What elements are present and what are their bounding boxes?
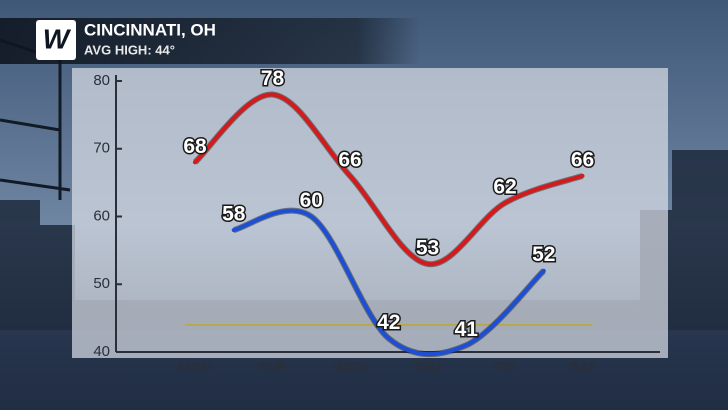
data-label: 78 [261, 67, 285, 90]
x-tick-label: WED [334, 359, 367, 375]
x-tick-label: TUE [259, 359, 287, 375]
data-label: 58 [222, 203, 246, 226]
data-label: 42 [377, 311, 400, 334]
data-label: 60 [300, 189, 323, 212]
y-tick-label: 70 [93, 140, 110, 157]
data-label: 66 [571, 148, 594, 171]
x-tick-label: SAT [569, 359, 596, 375]
y-tick-label: 60 [93, 207, 110, 224]
y-tick-label: 50 [93, 275, 110, 292]
line [193, 92, 585, 266]
data-label: 41 [455, 318, 479, 341]
logo: W [43, 23, 72, 54]
y-tick-label: 40 [93, 343, 110, 360]
x-tick-label: MON [179, 359, 212, 375]
logo-box [36, 20, 76, 60]
chart-title: CINCINNATI, OH [84, 20, 216, 39]
data-label: 62 [493, 175, 516, 198]
data-label: 68 [183, 135, 207, 158]
y-tick-label: 80 [93, 72, 110, 89]
x-tick-label: THU [413, 359, 442, 375]
data-label: 53 [416, 236, 439, 259]
data-label: 52 [532, 243, 555, 266]
x-tick-label: FRI [494, 359, 517, 375]
line [231, 208, 546, 357]
data-label: 66 [338, 148, 361, 171]
chart-subtitle: AVG HIGH: 44° [84, 42, 175, 57]
